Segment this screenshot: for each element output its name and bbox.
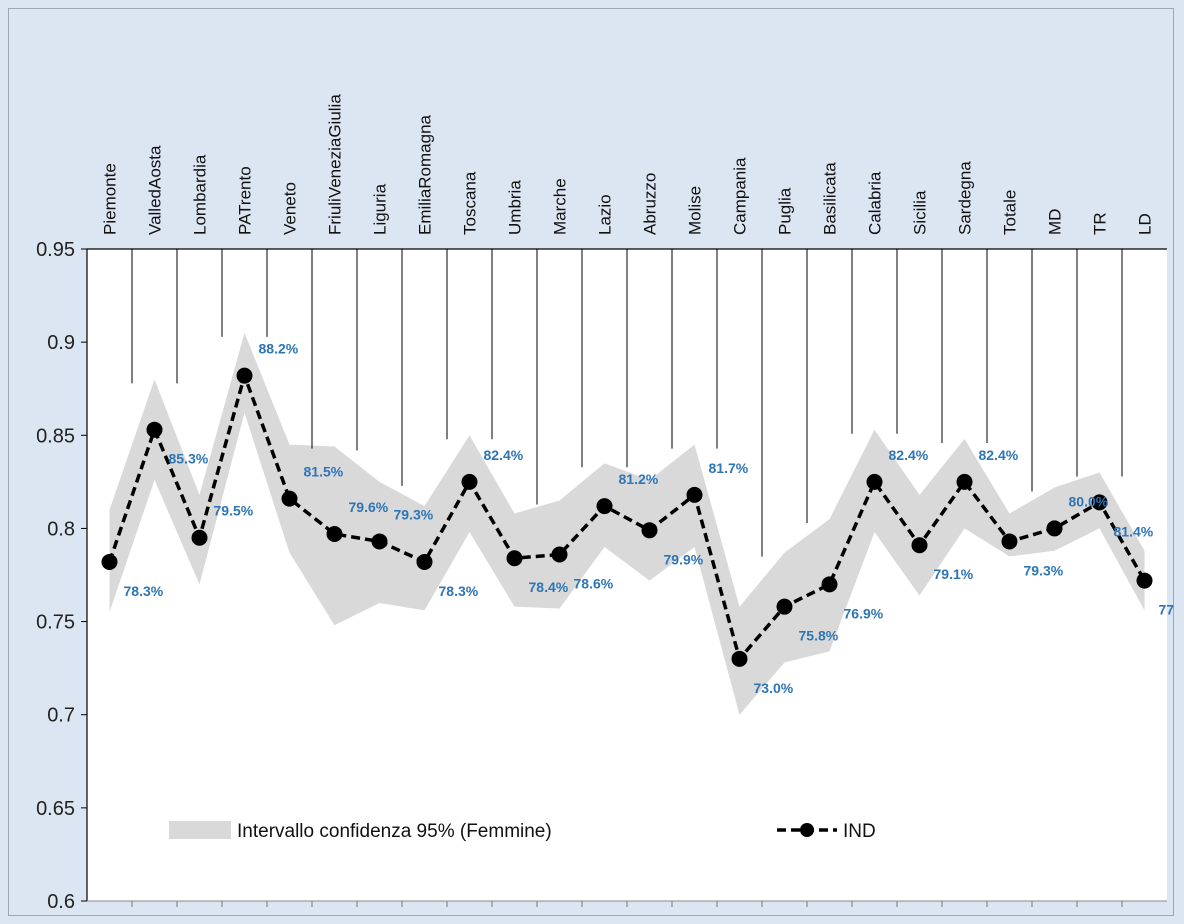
ci-band-area bbox=[109, 332, 1145, 715]
data-label: 79.9% bbox=[664, 551, 704, 567]
data-point bbox=[866, 473, 883, 490]
data-point bbox=[1091, 494, 1108, 511]
data-label: 75.8% bbox=[799, 628, 839, 644]
data-point bbox=[821, 576, 838, 593]
data-label: 79.5% bbox=[214, 503, 254, 519]
category-label: Lombardia bbox=[191, 154, 210, 235]
legend-swatch-ci-band bbox=[169, 821, 231, 839]
data-point bbox=[281, 490, 298, 507]
y-tick-label: 0.6 bbox=[47, 891, 75, 913]
data-point bbox=[101, 553, 118, 570]
data-point bbox=[461, 473, 478, 490]
series-line-ind bbox=[107, 369, 1147, 663]
data-label: 76.9% bbox=[844, 605, 884, 621]
data-label: 78.4% bbox=[529, 579, 569, 595]
category-label: LD bbox=[1136, 213, 1155, 235]
data-label-layer: 78.3% 85.3% 79.5% 88.2% 81.5% 79.6% 79.3% 78.3%… bbox=[124, 341, 1176, 696]
data-point bbox=[956, 473, 973, 490]
data-label: 73.0% bbox=[754, 680, 794, 696]
data-label: 81.2% bbox=[619, 471, 659, 487]
y-tick-label: 0.8 bbox=[47, 518, 75, 540]
data-point bbox=[776, 598, 793, 615]
y-tick-label: 0.95 bbox=[36, 239, 75, 261]
data-label: 77.2% bbox=[1159, 602, 1176, 618]
category-label: EmiliaRomagna bbox=[416, 114, 435, 235]
category-label: Puglia bbox=[776, 187, 795, 235]
legend-label-ind: IND bbox=[843, 821, 876, 842]
category-label: Sicilia bbox=[911, 190, 930, 235]
category-label: TR bbox=[1091, 212, 1110, 235]
category-label: FriuliVeneziaGiulia bbox=[326, 94, 345, 235]
category-label: Campania bbox=[731, 157, 750, 235]
data-label: 79.3% bbox=[394, 506, 434, 522]
data-point bbox=[551, 546, 568, 563]
data-point bbox=[596, 498, 613, 515]
data-point bbox=[641, 522, 658, 539]
y-tick-label: 0.9 bbox=[47, 332, 75, 354]
y-tick-label: 0.85 bbox=[36, 425, 75, 447]
y-tick-label: 0.75 bbox=[36, 612, 75, 634]
category-label: PATrento bbox=[236, 166, 255, 235]
ci-band-layer bbox=[109, 332, 1145, 715]
category-label: Abruzzo bbox=[641, 173, 660, 235]
grid-layer bbox=[87, 248, 1167, 907]
data-point bbox=[236, 367, 253, 384]
data-point bbox=[146, 421, 163, 438]
data-point bbox=[1001, 533, 1018, 550]
chart-frame: 0.6 0.65 0.7 0.75 0.8 0.85 0.9 0.95 Piemonte Vall… bbox=[8, 8, 1176, 916]
data-point bbox=[911, 537, 928, 554]
data-label: 79.1% bbox=[934, 566, 974, 582]
category-label: Marche bbox=[551, 178, 570, 235]
data-label: 82.4% bbox=[979, 447, 1019, 463]
data-point bbox=[686, 486, 703, 503]
legend: Intervallo confidenza 95% (Femmine) IND bbox=[169, 821, 876, 842]
category-label: Calabria bbox=[866, 171, 885, 235]
data-point bbox=[371, 533, 388, 550]
data-label: 85.3% bbox=[169, 451, 209, 467]
category-label: Sardegna bbox=[956, 161, 975, 235]
data-label: 81.4% bbox=[1114, 523, 1154, 539]
data-label: 81.5% bbox=[304, 464, 344, 480]
data-label: 82.4% bbox=[889, 447, 929, 463]
series-layer bbox=[101, 367, 1153, 667]
data-point bbox=[191, 529, 208, 546]
legend-label-ci-band: Intervallo confidenza 95% (Femmine) bbox=[237, 821, 552, 842]
category-label: ValledAosta bbox=[146, 145, 165, 235]
y-tick-label: 0.7 bbox=[47, 705, 75, 727]
category-label: Toscana bbox=[461, 171, 480, 235]
data-label: 78.3% bbox=[439, 583, 479, 599]
category-label: Umbria bbox=[506, 180, 525, 235]
data-label: 79.3% bbox=[1024, 562, 1064, 578]
category-label: Lazio bbox=[596, 194, 615, 235]
category-label: Molise bbox=[686, 186, 705, 235]
category-label: Totale bbox=[1001, 190, 1020, 235]
chart-canvas: 0.6 0.65 0.7 0.75 0.8 0.85 0.9 0.95 Piemonte Vall… bbox=[36, 94, 1176, 913]
category-label: MD bbox=[1046, 209, 1065, 235]
data-label: 88.2% bbox=[259, 341, 299, 357]
legend-swatch-ind-marker bbox=[800, 823, 814, 837]
category-label: Basilicata bbox=[821, 162, 840, 235]
data-label: 78.6% bbox=[574, 576, 614, 592]
category-label: Piemonte bbox=[101, 163, 120, 235]
axis-layer: 0.6 0.65 0.7 0.75 0.8 0.85 0.9 0.95 Piemonte Vall… bbox=[36, 94, 1167, 913]
data-point bbox=[731, 650, 748, 667]
data-label: 80.0% bbox=[1069, 493, 1109, 509]
y-tick-label: 0.65 bbox=[36, 798, 75, 820]
data-point bbox=[326, 526, 343, 543]
data-label: 78.3% bbox=[124, 583, 164, 599]
data-point bbox=[506, 550, 523, 567]
data-point bbox=[1136, 572, 1153, 589]
category-label: Veneto bbox=[281, 182, 300, 235]
data-label: 79.6% bbox=[349, 499, 389, 515]
data-point bbox=[1046, 520, 1063, 537]
data-label: 81.7% bbox=[709, 460, 749, 476]
data-point bbox=[416, 553, 433, 570]
category-label: Liguria bbox=[371, 183, 390, 235]
data-label: 82.4% bbox=[484, 447, 524, 463]
